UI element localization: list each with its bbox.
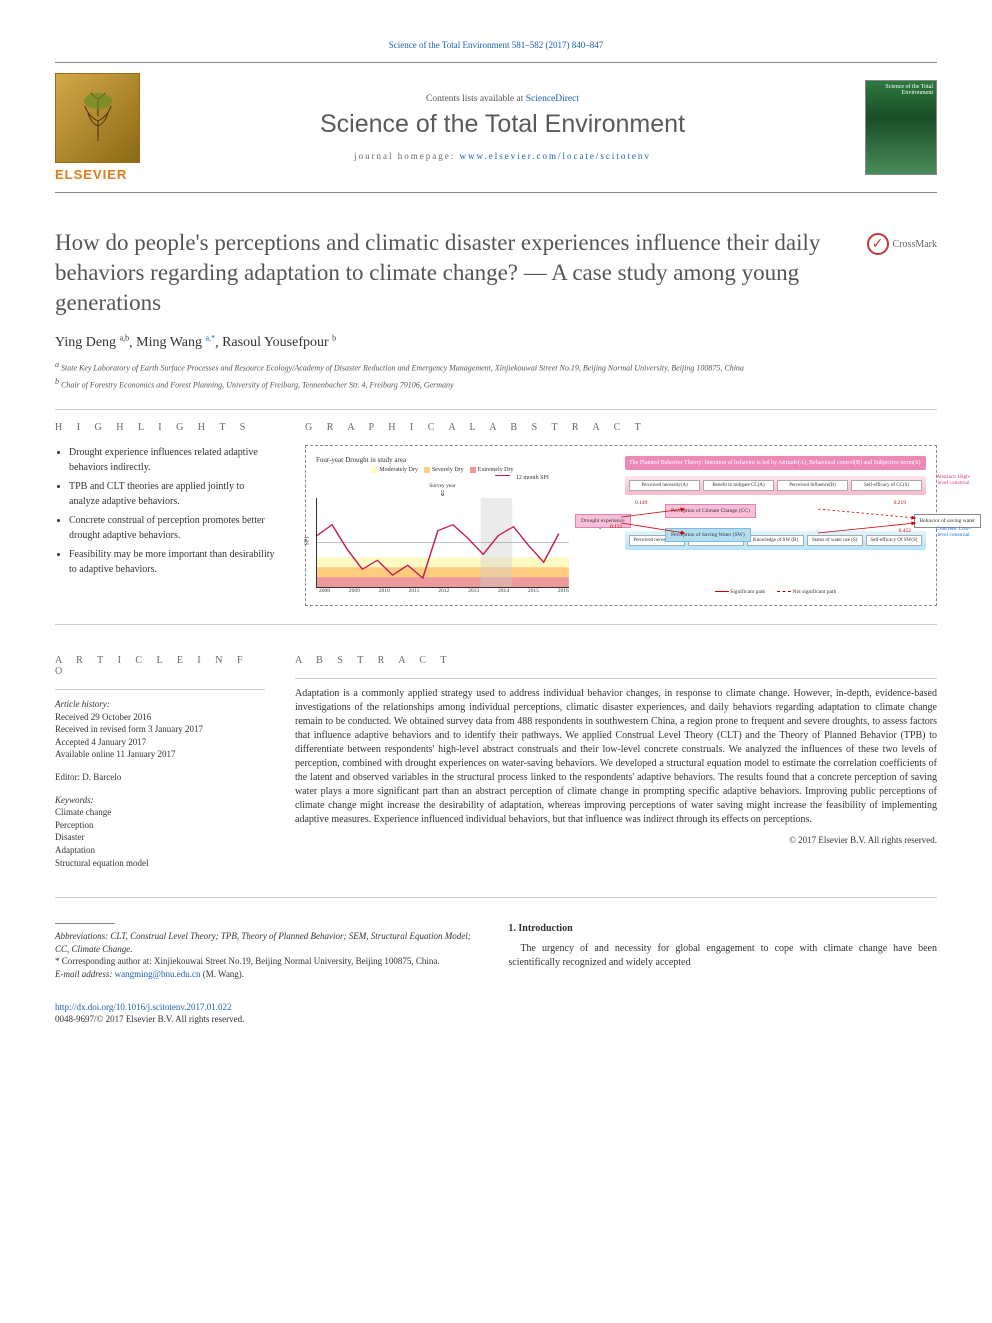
divider (55, 624, 937, 625)
issn-line: 0048-9697/© 2017 Elsevier B.V. All right… (55, 1013, 478, 1026)
intro-text: The urgency of and necessity for global … (508, 942, 937, 970)
abstract-label: A B S T R A C T (295, 655, 937, 666)
footer-right: 1. Introduction The urgency of and neces… (508, 923, 937, 1026)
cc-perception-node: Perception of Climate Change (CC) (665, 504, 756, 518)
highlight-item: Feasibility may be more important than d… (69, 547, 275, 577)
path-legend: Significant path Not significant path (625, 589, 926, 595)
flow-node: Knowledge of SW (B) (747, 535, 803, 546)
header-box: ELSEVIER Contents lists available at Sci… (55, 62, 937, 193)
sciencedirect-link[interactable]: ScienceDirect (526, 94, 579, 104)
crossmark-badge[interactable]: ✓ CrossMark (867, 233, 937, 255)
coef-top-right: 0.219 (894, 500, 906, 506)
article-header: How do people's perceptions and climatic… (55, 228, 937, 391)
journal-citation[interactable]: Science of the Total Environment 581–582… (55, 40, 937, 50)
chart-legend: Moderately Dry Severely Dry Extremely Dr… (316, 467, 569, 473)
chart-title: Four-year Drought in study area (316, 456, 569, 464)
email-link[interactable]: wangming@bnu.edu.cn (115, 969, 201, 979)
copyright-line: © 2017 Elsevier B.V. All rights reserved… (295, 835, 937, 845)
article-history: Article history: Received 29 October 201… (55, 698, 265, 761)
publisher-logo-block: ELSEVIER (55, 73, 140, 182)
flow-node: Perceived necessity(A) (629, 480, 700, 491)
highlights-col: H I G H L I G H T S Drought experience i… (55, 422, 275, 581)
info-abstract-row: A R T I C L E I N F O Article history: R… (55, 655, 937, 879)
divider (55, 897, 937, 898)
flow-node: Self-efficacy of CC(S) (851, 480, 922, 491)
affiliation-b: b Chair of Forestry Economics and Forest… (55, 376, 937, 391)
flow-node: Self-efficacy Of SW(S) (866, 535, 922, 546)
abbreviations: Abbreviations: CLT, Construal Level Theo… (55, 930, 478, 955)
corresponding-author: * Corresponding author at: Xinjiekouwai … (55, 955, 478, 968)
author-1: Ying Deng a,b (55, 335, 129, 350)
flow-node: Status of water use (S) (807, 535, 863, 546)
y-axis-label: SPI (304, 537, 310, 546)
abstract-label: Abstract: High-level construal (931, 474, 976, 486)
flow-top-row: Perceived necessity(A) Benefit to mitiga… (625, 476, 926, 495)
crossmark-icon: ✓ (867, 233, 889, 255)
doi-link[interactable]: http://dx.doi.org/10.1016/j.scitotenv.20… (55, 1002, 232, 1012)
homepage-line: journal homepage: www.elsevier.com/locat… (140, 151, 865, 161)
arrow-down-icon: ⇓ (316, 489, 569, 498)
doi-block: http://dx.doi.org/10.1016/j.scitotenv.20… (55, 1001, 478, 1026)
article-info-label: A R T I C L E I N F O (55, 655, 265, 677)
sw-perception-node: Perception of Saving Water (SW) (665, 528, 751, 542)
keywords-block: Keywords: Climate change Perception Disa… (55, 794, 265, 870)
authors-line: Ying Deng a,b, Ming Wang a,*, Rasoul You… (55, 334, 937, 352)
author-3: Rasoul Yousefpour b (222, 335, 336, 350)
journal-cover-thumb: Science of the Total Environment (865, 80, 937, 175)
cover-label: Science of the Total Environment (866, 84, 933, 96)
coef-bot-right: 0.452 (899, 528, 911, 534)
journal-title: Science of the Total Environment (140, 110, 865, 139)
divider (55, 409, 937, 410)
flow-node: Benefit to mitigate CC(A) (703, 480, 774, 491)
legend-swatch (470, 467, 476, 473)
footer-left: Abbreviations: CLT, Construal Level Theo… (55, 923, 478, 1026)
spi-chart: Four-year Drought in study area Moderate… (316, 456, 569, 595)
highlights-row: H I G H L I G H T S Drought experience i… (55, 422, 937, 606)
footer-section: Abbreviations: CLT, Construal Level Theo… (55, 923, 937, 1026)
highlights-list: Drought experience influences related ad… (55, 445, 275, 577)
highlight-item: Concrete construal of perception promote… (69, 513, 275, 543)
highlights-label: H I G H L I G H T S (55, 422, 275, 433)
graphical-abstract-box: Four-year Drought in study area Moderate… (305, 445, 937, 606)
flow-mid-row: Drought experience Perception of Climate… (625, 504, 926, 518)
coef-top: 0.149 (635, 500, 647, 506)
flow-diagram: The Planned Behavior Theory: Intention o… (625, 456, 926, 595)
flow-node: Perceived Influence(B) (777, 480, 848, 491)
article-info-col: A R T I C L E I N F O Article history: R… (55, 655, 265, 879)
article-title: How do people's perceptions and climatic… (55, 228, 937, 318)
legend-swatch (424, 467, 430, 473)
crossmark-text: CrossMark (893, 239, 937, 250)
header-center: Contents lists available at ScienceDirec… (140, 94, 865, 161)
abstract-col: A B S T R A C T Adaptation is a commonly… (295, 655, 937, 879)
highlight-item: Drought experience influences related ad… (69, 445, 275, 475)
concrete-label: Concrete: Low-level construal (931, 526, 976, 538)
graphical-abstract-label: G R A P H I C A L A B S T R A C T (305, 422, 937, 433)
abstract-text: Adaptation is a commonly applied strateg… (295, 687, 937, 827)
footnote-rule (55, 923, 115, 924)
editor-line: Editor: D. Barcelo (55, 771, 265, 784)
highlight-item: TPB and CLT theories are applied jointly… (69, 479, 275, 509)
graphical-abstract-col: G R A P H I C A L A B S T R A C T Four-y… (305, 422, 937, 606)
author-aff-link[interactable]: a,* (206, 334, 216, 343)
publisher-name: ELSEVIER (55, 167, 140, 182)
elsevier-tree-logo (55, 73, 140, 163)
x-axis-years: 200820092010201120122013201420152016 (316, 588, 569, 594)
coef-left: 0.131 (610, 524, 622, 530)
intro-heading: 1. Introduction (508, 923, 937, 934)
homepage-url[interactable]: www.elsevier.com/locate/scitotenv (460, 151, 651, 161)
contents-line: Contents lists available at ScienceDirec… (140, 94, 865, 104)
spi-plot: 3 2 1 0 -1 -2 -3 SPI (316, 498, 569, 588)
affiliation-a: a State Key Laboratory of Earth Surface … (55, 359, 937, 374)
email-line: E-mail address: wangming@bnu.edu.cn (M. … (55, 968, 478, 981)
flow-header: The Planned Behavior Theory: Intention o… (625, 456, 926, 470)
legend-swatch (371, 467, 377, 473)
author-2: Ming Wang a,* (136, 335, 215, 350)
